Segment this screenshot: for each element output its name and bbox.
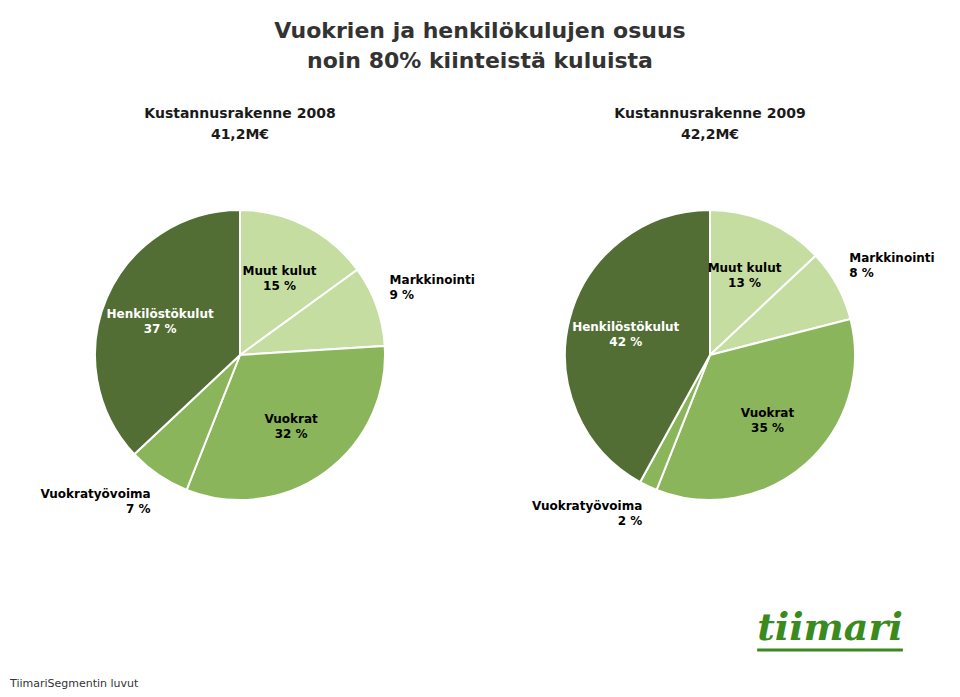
logo: tiimari [757, 604, 903, 649]
slice [565, 210, 710, 482]
chart-title: Kustannusrakenne 2008 41,2M€ [144, 105, 335, 142]
slices [565, 210, 855, 500]
title-line: noin 80% kiinteistä kuluista [307, 48, 653, 73]
title: Vuokrien ja henkilökulujen osuus noin 80%… [274, 18, 685, 73]
data-label: Vuokrat35 % [741, 406, 795, 435]
slice-value: 13 % [728, 276, 761, 290]
slice-value: 8 % [849, 266, 874, 280]
chart-title-line: 42,2M€ [681, 126, 739, 142]
data-label: Vuokratyövoima2 % [532, 499, 642, 528]
data-label: Muut kulut15 % [243, 264, 317, 293]
slice-category: Muut kulut [243, 264, 317, 278]
data-label: Vuokrat32 % [264, 412, 318, 441]
data-label: Markkinointi9 % [390, 273, 475, 302]
pie-chart: Kustannusrakenne 2009 42,2M€ Muut kulut13 … [532, 105, 935, 528]
slice [240, 270, 385, 355]
data-labels: Muut kulut15 % Markkinointi9 % Vuokrat32 %… [40, 264, 475, 516]
data-label: Vuokratyövoima7 % [40, 487, 150, 516]
slices [95, 210, 385, 500]
chart-title-line: 41,2M€ [211, 126, 269, 142]
data-label: Henkilöstökulut37 % [107, 307, 214, 336]
slice-category: Vuokrat [741, 406, 795, 420]
data-label: Henkilöstökulut42 % [572, 320, 679, 349]
data-labels: Muut kulut13 % Markkinointi8 % Vuokrat35 %… [532, 251, 935, 528]
chart-title: Kustannusrakenne 2009 42,2M€ [614, 105, 805, 142]
slice-category: Muut kulut [708, 261, 782, 275]
slice-value: 9 % [390, 288, 415, 302]
slice-category: Vuokratyövoima [532, 499, 642, 513]
slice-value: 42 % [609, 335, 642, 349]
slice-value: 37 % [144, 322, 177, 336]
chart-root: Vuokrien ja henkilökulujen osuus noin 80%… [0, 0, 960, 697]
footer: TiimariSegmentin luvut [9, 677, 139, 690]
slice-category: Markkinointi [390, 273, 475, 287]
slice-category: Markkinointi [849, 251, 934, 265]
chart-title-line: Kustannusrakenne 2008 [144, 105, 335, 121]
slice-value: 35 % [751, 421, 784, 435]
slice-value: 15 % [263, 279, 296, 293]
data-label: Markkinointi8 % [849, 251, 934, 280]
slice [95, 210, 240, 454]
logo-underline [757, 649, 903, 652]
slice-category: Vuokrat [264, 412, 318, 426]
slice-category: Henkilöstökulut [107, 307, 214, 321]
slice-category: Henkilöstökulut [572, 320, 679, 334]
pie-chart: Kustannusrakenne 2008 41,2M€ Muut kulut15 … [40, 105, 475, 516]
slice-value: 2 % [618, 514, 643, 528]
title-line: Vuokrien ja henkilökulujen osuus [274, 18, 685, 43]
slice-value: 7 % [126, 502, 151, 516]
slice-category: Vuokratyövoima [40, 487, 150, 501]
chart-title-line: Kustannusrakenne 2009 [614, 105, 805, 121]
data-label: Muut kulut13 % [708, 261, 782, 290]
slice-value: 32 % [275, 427, 308, 441]
